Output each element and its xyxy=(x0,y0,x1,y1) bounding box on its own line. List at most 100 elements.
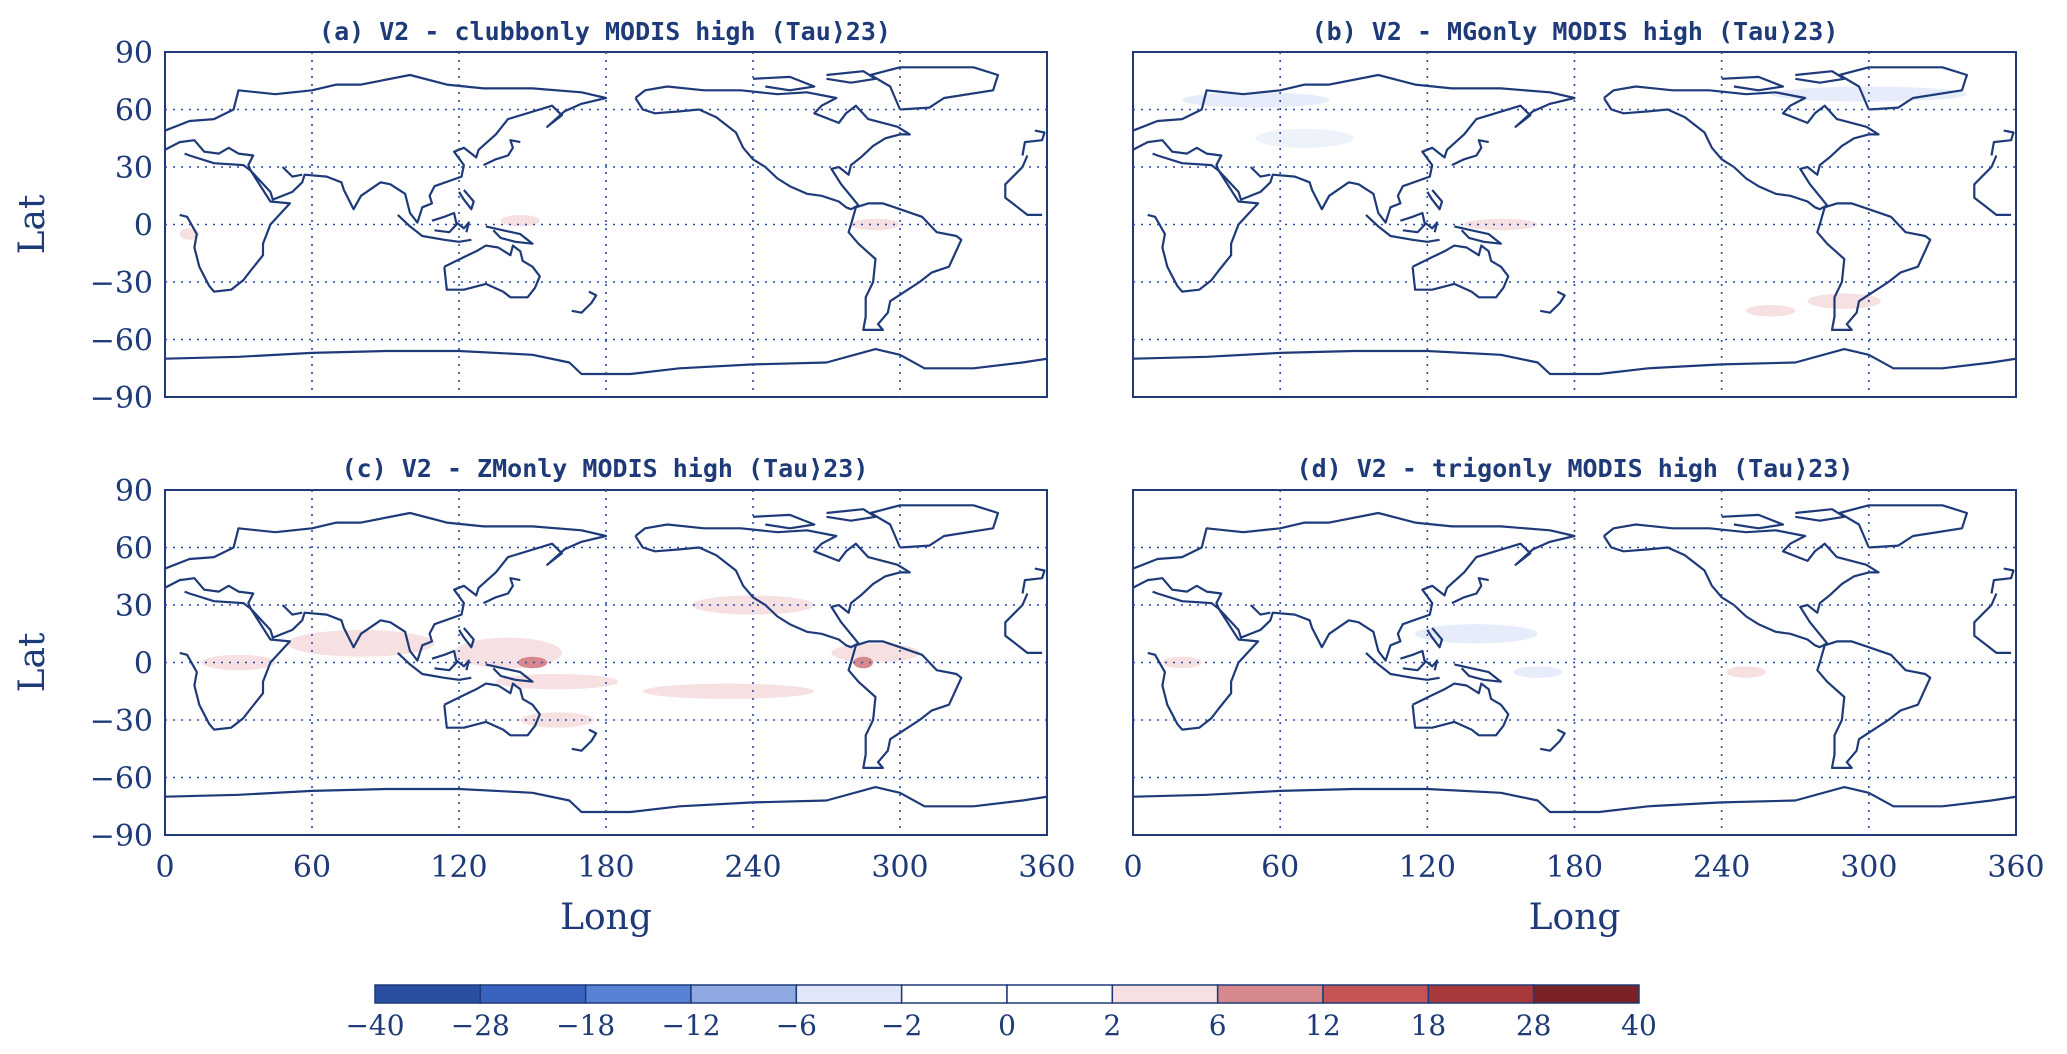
y-tick-label: 0 xyxy=(134,647,153,682)
y-tick-label: −60 xyxy=(90,762,153,797)
coastline xyxy=(281,166,303,178)
x-tick-label: 360 xyxy=(1018,850,1075,885)
x-tick-label: 300 xyxy=(871,850,928,885)
anomaly-region xyxy=(495,674,619,690)
colorbar-bin xyxy=(1322,984,1430,1004)
colorbar-bin xyxy=(1216,984,1324,1004)
anomaly-region xyxy=(1513,666,1563,678)
colorbar-bin xyxy=(690,984,798,1004)
coastline xyxy=(397,214,472,243)
coastline xyxy=(1147,152,1260,293)
anomaly-region xyxy=(1746,305,1796,317)
panel-title: (d) V2 - trigonly MODIS high (Tau⟩23) xyxy=(1297,454,1854,483)
coastline xyxy=(1133,786,2016,814)
x-tick-label: 120 xyxy=(430,850,487,885)
coastline xyxy=(571,290,598,314)
coastline xyxy=(571,728,598,752)
y-tick-label: 90 xyxy=(115,474,153,509)
x-tick-label: 120 xyxy=(1399,850,1456,885)
coastline xyxy=(179,152,291,293)
colorbar-bin xyxy=(795,984,903,1004)
coastline xyxy=(1838,66,1968,111)
colorbar: −40 −28 −18 −12 −6 −2 0 2 6 12 18 28 40 xyxy=(345,984,1657,1042)
x-tick-label: 60 xyxy=(293,850,331,885)
colorbar-tick-label: −18 xyxy=(556,1009,615,1042)
coastline xyxy=(634,523,911,649)
coastline xyxy=(1133,348,2016,376)
coastline xyxy=(1721,513,1785,530)
anomaly-region xyxy=(1182,92,1330,108)
coastline xyxy=(1539,728,1566,752)
map-panel-a: (a) V2 - clubbonly MODIS high (Tau⟩23) 90… xyxy=(12,17,1048,416)
y-tick-label: 0 xyxy=(134,209,153,244)
coastline xyxy=(1795,508,1846,522)
coastline xyxy=(1400,211,1426,234)
coastline xyxy=(1454,225,1502,245)
coastline xyxy=(1602,523,1880,649)
x-axis-label: Long xyxy=(560,897,652,938)
panel-title: (a) V2 - clubbonly MODIS high (Tau⟩23) xyxy=(319,17,891,46)
anomaly-region xyxy=(287,629,435,657)
coastline xyxy=(634,85,911,211)
coastline xyxy=(431,649,458,672)
coastline xyxy=(1838,504,1968,549)
coastline xyxy=(458,189,475,211)
coastline xyxy=(281,604,303,616)
coastline xyxy=(1795,70,1846,84)
coastline xyxy=(1424,221,1439,233)
coastline xyxy=(455,221,470,233)
colorbar-tick-label: 6 xyxy=(1209,1009,1227,1042)
y-axis-label: Lat xyxy=(12,194,53,254)
colorbar-tick-label: 28 xyxy=(1516,1009,1552,1042)
coastline xyxy=(1411,244,1510,299)
colorbar-tick-label: −40 xyxy=(345,1009,404,1042)
anomaly-region xyxy=(1255,128,1354,148)
coastline xyxy=(165,73,608,224)
coastline xyxy=(1133,73,1576,224)
map-panel-c: (c) V2 - ZMonly MODIS high (Tau⟩23) 90 60 3… xyxy=(12,454,1076,938)
coastline xyxy=(179,590,291,731)
coastline xyxy=(1365,214,1440,243)
coastline xyxy=(1133,511,1576,662)
x-tick-label: 240 xyxy=(724,850,781,885)
coastline xyxy=(1249,604,1271,616)
coastline xyxy=(847,202,963,331)
x-tick-label: 180 xyxy=(577,850,634,885)
colorbar-tick-label: −6 xyxy=(776,1009,817,1042)
coastline xyxy=(1426,189,1444,211)
anomaly-region xyxy=(1807,293,1882,309)
anomaly-region xyxy=(642,683,815,699)
y-tick-label: 60 xyxy=(115,532,153,567)
coastline xyxy=(1816,202,1932,331)
anomaly-region xyxy=(831,643,920,663)
coastline xyxy=(1365,652,1440,681)
x-tick-label: 360 xyxy=(1987,850,2044,885)
coastline xyxy=(826,508,877,522)
x-tick-label: 60 xyxy=(1261,850,1299,885)
coastline xyxy=(1602,85,1880,211)
coastline xyxy=(847,640,963,769)
x-tick-label: 180 xyxy=(1546,850,1603,885)
colorbar-bin xyxy=(1427,984,1535,1004)
coastline xyxy=(485,663,534,683)
coastline xyxy=(1426,627,1444,649)
colorbar-bin xyxy=(584,984,692,1004)
coastline xyxy=(443,682,541,737)
coastline xyxy=(1424,659,1439,671)
colorbar-tick-label: −28 xyxy=(451,1009,510,1042)
coastline xyxy=(1451,577,1489,605)
panel-title: (b) V2 - MGonly MODIS high (Tau⟩23) xyxy=(1312,17,1839,46)
colorbar-tick-label: 12 xyxy=(1305,1009,1341,1042)
anomaly-region xyxy=(1415,624,1538,644)
coastline xyxy=(483,139,521,167)
colorbar-bin xyxy=(479,984,587,1004)
map-panel-b: (b) V2 - MGonly MODIS high (Tau⟩23) xyxy=(1132,17,2017,398)
coastline xyxy=(397,652,472,681)
anomaly-region xyxy=(851,218,900,231)
coastline xyxy=(1411,682,1510,737)
colorbar-tick-label: −2 xyxy=(881,1009,922,1042)
y-tick-label: 30 xyxy=(115,589,153,624)
coastline xyxy=(1816,640,1932,769)
coastline xyxy=(1249,166,1271,178)
